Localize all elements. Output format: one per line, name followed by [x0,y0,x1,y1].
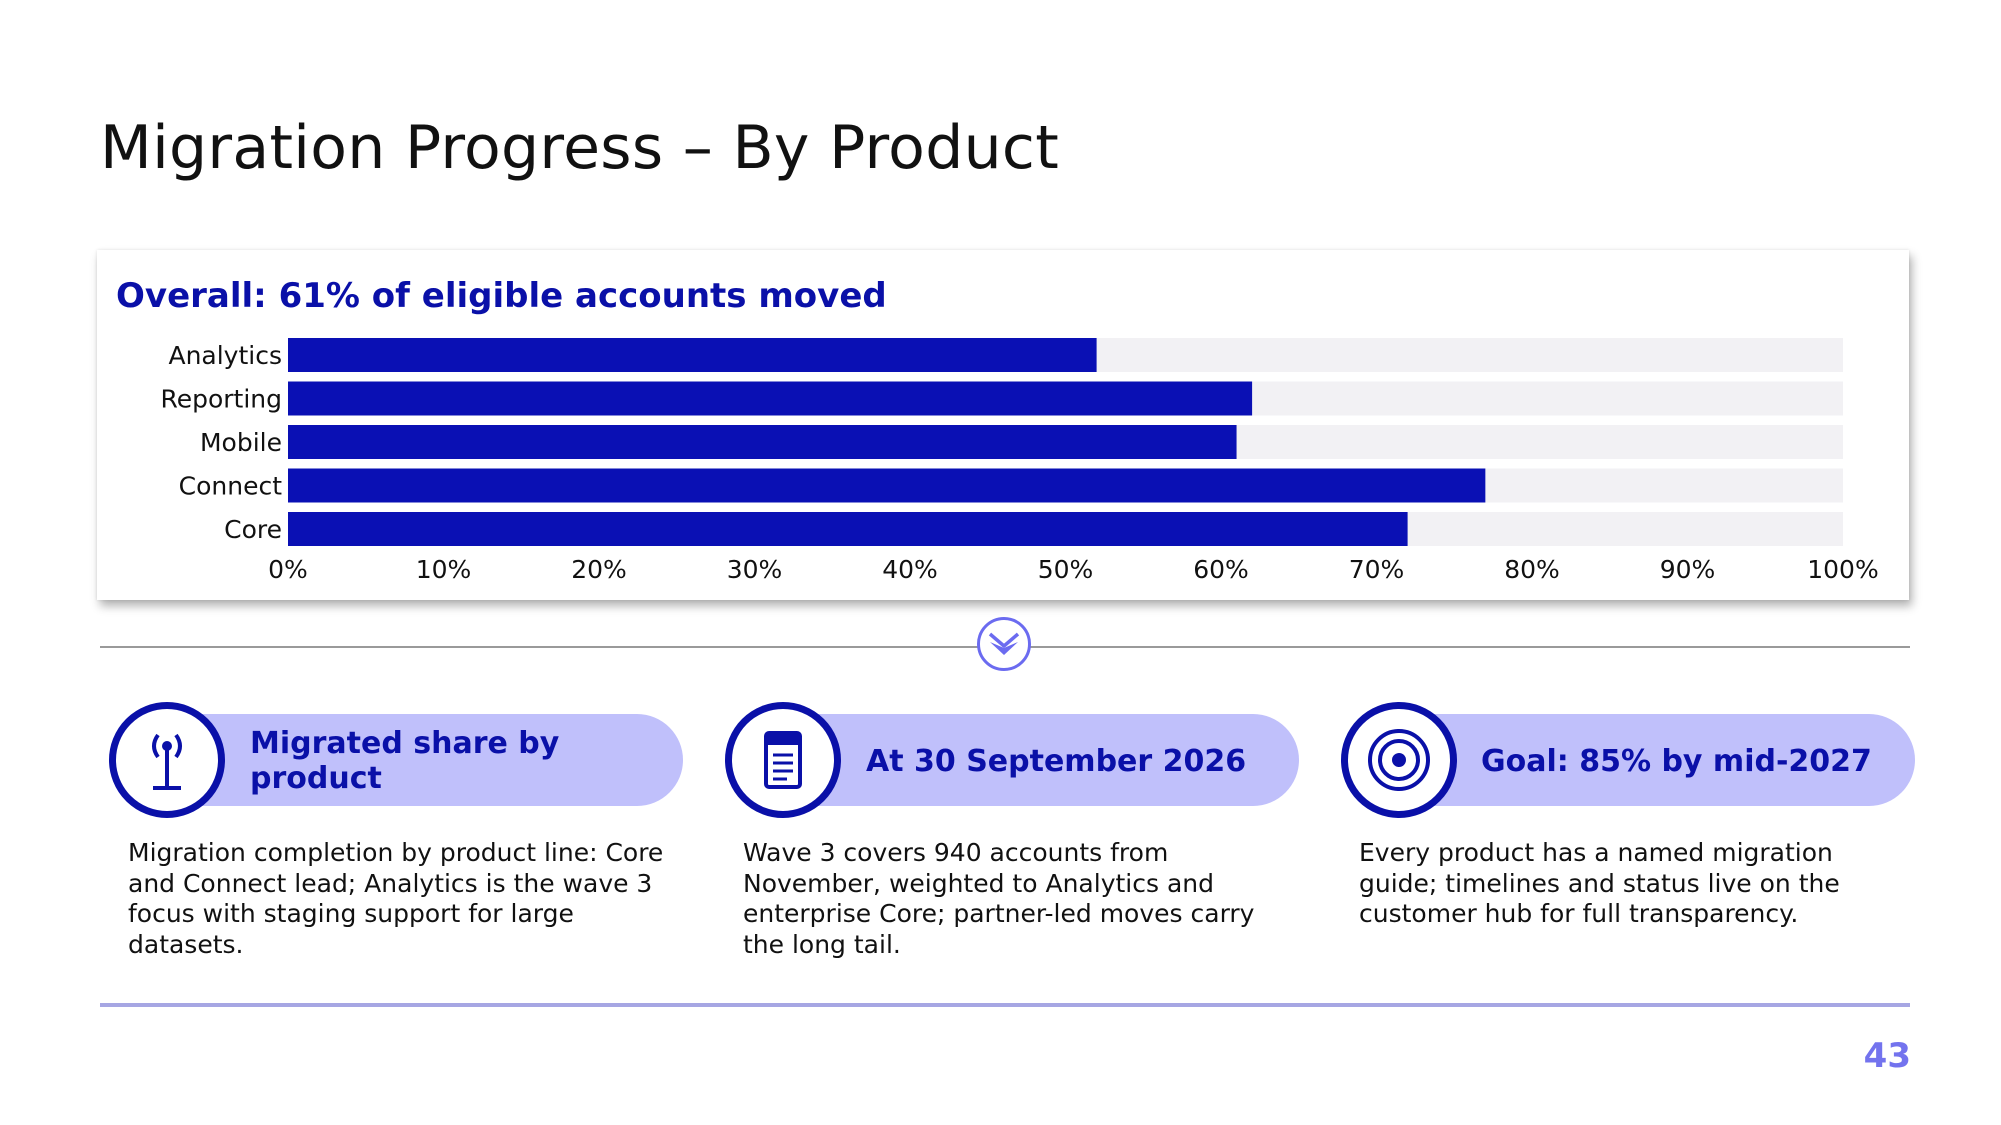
slide-title: Migration Progress – By Product [100,113,1060,183]
footer-rule [100,1003,1910,1007]
card-1-label: Migrated share by product [250,726,560,797]
antenna-icon [109,702,225,818]
card-3-body: Every product has a named migration guid… [1359,838,1840,928]
card-2-label: At 30 September 2026 [866,744,1247,779]
double-chevron-down-icon [977,617,1031,671]
card-1-body: Migration completion by product line: Co… [128,838,664,959]
chart-title: Overall: 61% of eligible accounts moved [116,276,887,316]
card-2-body: Wave 3 covers 940 accounts from November… [743,838,1255,959]
card-3-label: Goal: 85% by mid-2027 [1481,744,1872,779]
target-icon [1341,702,1457,818]
document-icon [725,702,841,818]
page-number: 43 [1863,1036,1911,1076]
